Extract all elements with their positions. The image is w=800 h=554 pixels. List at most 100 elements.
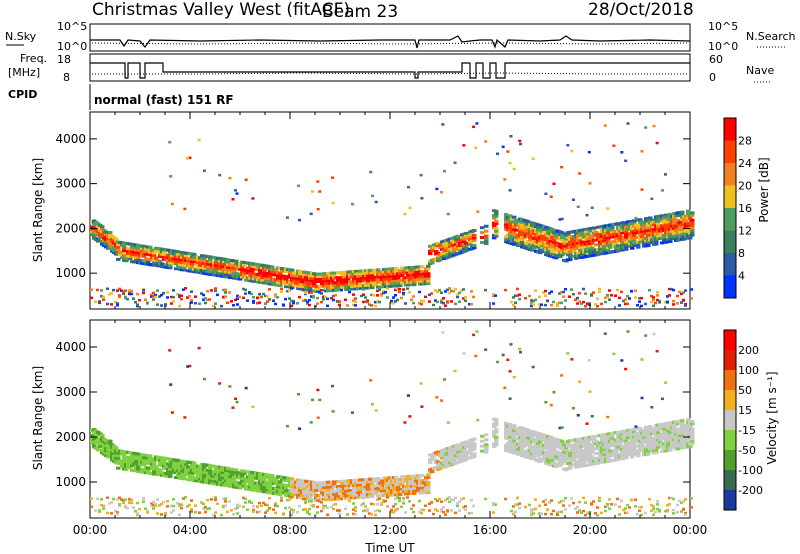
data-cell: [392, 302, 395, 305]
data-cell: [582, 461, 587, 465]
data-cell: [400, 296, 403, 300]
data-cell: [648, 497, 651, 501]
data-cell: [322, 279, 327, 283]
data-cell: [130, 498, 133, 502]
data-cell: [462, 297, 465, 300]
data-cell: [624, 451, 629, 455]
data-cell: [532, 452, 537, 456]
data-cell: [458, 300, 461, 303]
data-cell: [288, 498, 291, 501]
data-cell: [506, 150, 510, 153]
data-cell: [258, 477, 263, 481]
data-cell: [554, 445, 559, 449]
data-cell: [238, 277, 243, 281]
data-cell: [632, 221, 637, 225]
data-cell: [538, 231, 543, 235]
data-cell: [624, 298, 627, 301]
data-cell: [108, 502, 111, 505]
data-cell: [656, 227, 661, 231]
data-cell: [622, 221, 627, 225]
data-cell: [464, 505, 467, 508]
data-cell: [234, 468, 239, 472]
data-cell: [668, 287, 671, 291]
data-cell: [512, 296, 515, 299]
data-cell: [324, 274, 329, 278]
data-cell: [306, 511, 309, 514]
data-cell: [530, 434, 535, 438]
data-cell: [448, 291, 451, 295]
data-cell: [616, 224, 621, 228]
data-cell: [216, 261, 221, 265]
data-cell: [446, 509, 449, 512]
data-cell: [116, 511, 119, 514]
data-cell: [520, 233, 525, 237]
data-cell: [320, 282, 325, 286]
data-cell: [382, 291, 385, 295]
data-cell: [170, 202, 174, 206]
data-cell: [642, 227, 647, 231]
data-cell: [418, 499, 421, 503]
data-cell: [334, 490, 339, 494]
data-cell: [616, 222, 621, 226]
data-cell: [284, 297, 287, 301]
data-cell: [152, 462, 157, 466]
data-cell: [120, 256, 125, 260]
data-cell: [302, 481, 307, 485]
data-cell: [190, 471, 195, 475]
data-cell: [398, 478, 403, 482]
data-cell: [224, 275, 229, 279]
data-cell: [278, 480, 283, 484]
data-cell: [520, 240, 525, 244]
data-cell: [136, 246, 141, 250]
data-cell: [186, 505, 189, 508]
data-cell: [268, 272, 273, 276]
data-cell: [456, 504, 459, 508]
data-cell: [246, 508, 249, 511]
data-cell: [102, 507, 105, 510]
data-cell: [292, 300, 295, 303]
data-cell: [148, 245, 153, 249]
data-cell: [94, 509, 97, 512]
data-cell: [388, 483, 393, 487]
data-cell: [236, 303, 239, 306]
data-cell: [504, 288, 507, 292]
data-cell: [232, 513, 235, 516]
data-cell: [250, 480, 255, 484]
data-cell: [660, 241, 665, 245]
data-cell: [104, 242, 109, 246]
data-cell: [610, 502, 613, 506]
data-cell: [598, 287, 601, 291]
data-cell: [632, 427, 637, 431]
data-cell: [178, 258, 183, 262]
data-cell: [120, 464, 125, 468]
data-cell: [106, 496, 109, 499]
data-cell: [236, 294, 239, 298]
data-cell: [98, 510, 101, 514]
data-cell: [428, 502, 431, 506]
data-cell: [218, 173, 222, 177]
data-cell: [266, 294, 269, 298]
data-cell: [532, 231, 537, 235]
data-cell: [460, 444, 465, 448]
data-cell: [464, 450, 469, 454]
data-cell: [374, 492, 379, 496]
data-cell: [464, 249, 469, 253]
data-cell: [422, 299, 425, 303]
data-cell: [352, 282, 357, 286]
data-cell: [654, 240, 659, 244]
data-cell: [562, 504, 565, 507]
data-cell: [251, 197, 255, 200]
colorbar-swatch: [724, 208, 736, 231]
data-cell: [572, 292, 575, 296]
data-cell: [366, 278, 371, 282]
data-cell: [268, 496, 271, 500]
data-cell: [350, 202, 354, 206]
data-cell: [232, 304, 235, 307]
data-cell: [250, 292, 253, 296]
data-cell: [512, 167, 516, 171]
data-cell: [590, 294, 593, 297]
data-cell: [358, 279, 363, 283]
data-cell: [352, 277, 357, 281]
data-cell: [480, 240, 485, 244]
data-cell: [98, 301, 101, 305]
